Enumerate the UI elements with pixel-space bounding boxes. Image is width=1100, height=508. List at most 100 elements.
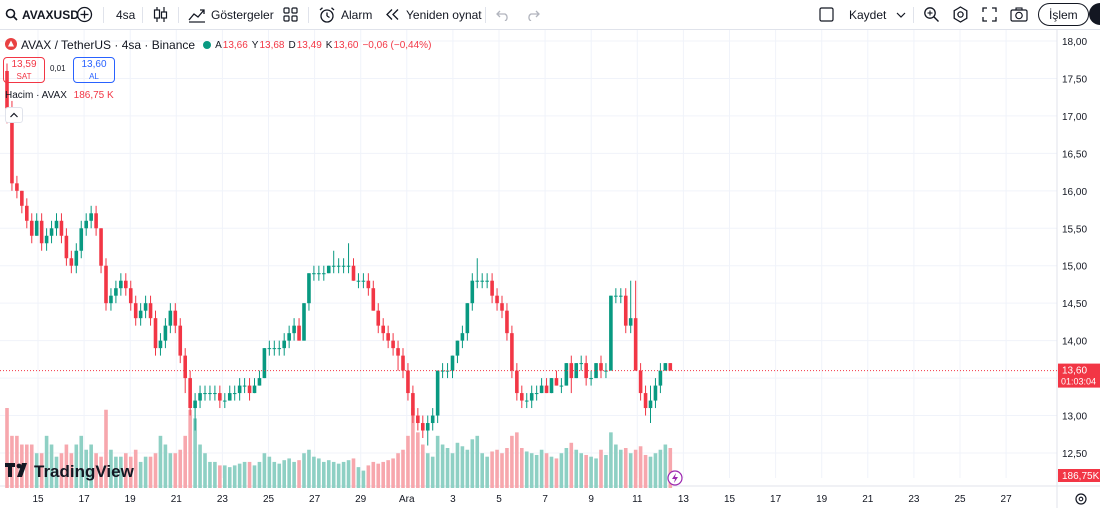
open-value: 13,66 (222, 39, 248, 51)
volume-bar (495, 449, 499, 488)
volume-bar (648, 456, 653, 488)
candle-body (153, 318, 158, 349)
candle-body (544, 385, 549, 394)
candle-body (64, 235, 69, 259)
volume-bar (416, 432, 420, 488)
toolbar-divider (178, 7, 179, 23)
y-tick-label: 17,50 (1062, 74, 1087, 85)
volume-bar (619, 449, 623, 488)
quick-search-button[interactable] (923, 0, 940, 29)
candle-body (232, 393, 237, 395)
volume-bar (89, 444, 93, 488)
volume-bar (386, 460, 390, 488)
volume-bar (49, 444, 54, 488)
redo-icon (526, 9, 540, 21)
axis-settings-icon (1075, 493, 1087, 505)
candle-body (515, 370, 519, 394)
volume-bar (376, 463, 381, 488)
sell-button[interactable]: 13,59 SAT (3, 57, 45, 83)
y-tick-label: 14,00 (1062, 337, 1087, 348)
volume-bar (208, 461, 212, 488)
settings-button[interactable] (952, 0, 969, 29)
save-menu-button[interactable] (896, 0, 906, 29)
candle-body (604, 370, 608, 372)
search-icon (5, 8, 18, 21)
volume-bar (584, 454, 588, 488)
volume-bar (406, 435, 410, 488)
volume-bar (267, 456, 272, 488)
trade-button[interactable]: İşlem (1038, 3, 1089, 26)
logo-text: TradingView (34, 462, 134, 481)
candle-body (455, 340, 460, 356)
candle-body (584, 363, 588, 379)
candle-body (658, 370, 663, 386)
volume-bar (633, 449, 638, 488)
replay-button[interactable]: Yeniden oynat (385, 0, 482, 29)
volume-bar (143, 456, 148, 488)
volume-bar (94, 453, 98, 488)
volume-bar (178, 449, 183, 488)
layout-checkbox[interactable] (819, 0, 834, 29)
volume-bar (505, 448, 509, 488)
candle-body (495, 295, 499, 304)
volume-bar (371, 461, 376, 488)
fullscreen-button[interactable] (982, 0, 997, 29)
symbol-title[interactable]: AVAX / TetherUS · 4sa · Binance (21, 38, 196, 52)
y-tick-label: 16,50 (1062, 149, 1087, 160)
tradingview-logo[interactable]: TradingView (5, 461, 134, 483)
candle-body (490, 280, 494, 296)
chart-canvas[interactable]: 18,00 17,50 17,00 16,50 16,00 15,50 15,00 14,50… (0, 30, 1100, 508)
x-tick-label: 23 (217, 494, 229, 505)
candle-body (376, 310, 381, 326)
volume-bar (445, 448, 450, 488)
volume-bar (460, 446, 465, 488)
save-button[interactable]: Kaydet (849, 0, 886, 29)
candle-body (133, 303, 138, 319)
sell-price: 13,59 (11, 59, 37, 70)
top-toolbar: AVAXUSD 4sa Göstergeler Alarm (0, 0, 1100, 30)
collapse-legend-button[interactable] (5, 107, 23, 123)
volume-bar (396, 453, 400, 488)
candle-body (292, 325, 296, 334)
avatar[interactable] (1089, 3, 1100, 25)
candle-body (539, 385, 544, 394)
close-value: 13,60 (333, 39, 359, 51)
x-tick-label: 29 (355, 494, 367, 505)
layouts-button[interactable] (283, 0, 298, 29)
candle-body (341, 265, 346, 267)
candle-body (633, 318, 638, 371)
indicators-button[interactable]: Göstergeler (188, 0, 274, 29)
volume-bar (322, 461, 326, 488)
interval-button[interactable]: 4sa (116, 0, 135, 29)
undo-button[interactable] (496, 0, 510, 29)
volume-bar (148, 456, 153, 488)
candle-body (549, 378, 554, 394)
candle-body (505, 310, 509, 334)
candle-body (361, 280, 366, 282)
volume-bar (262, 453, 267, 488)
candle-body (203, 393, 207, 395)
candle-body (411, 393, 415, 416)
volume-bar (302, 453, 306, 488)
volume-bar (104, 409, 108, 488)
volume-bar (168, 453, 173, 488)
alert-button[interactable]: Alarm (318, 0, 372, 29)
volume-bar (470, 439, 475, 488)
candle-body (20, 190, 24, 206)
compare-symbol-button[interactable] (76, 0, 93, 29)
volume-bar (138, 461, 143, 488)
volume-bar (153, 453, 158, 488)
symbol-search-button[interactable]: AVAXUSD (5, 0, 79, 29)
chart-type-button[interactable] (153, 0, 168, 29)
snapshot-button[interactable] (1010, 0, 1028, 29)
candle-body (643, 393, 648, 409)
candle-body (485, 280, 489, 282)
candle-body (158, 340, 163, 349)
candle-body (252, 385, 257, 394)
volume-bar (109, 449, 113, 488)
volume-bar (435, 435, 440, 488)
low-value: 13,49 (296, 39, 322, 51)
buy-button[interactable]: 13,60 AL (73, 57, 115, 83)
high-value: 13,68 (259, 39, 285, 51)
redo-button[interactable] (526, 0, 540, 29)
